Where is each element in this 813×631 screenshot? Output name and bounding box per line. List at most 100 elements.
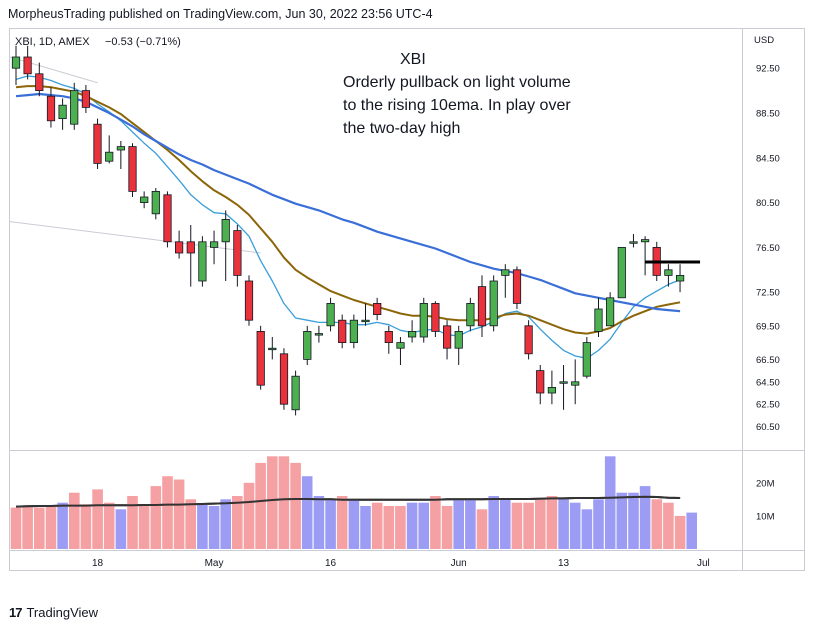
candle — [489, 275, 498, 332]
volume-bar — [185, 499, 196, 549]
candle-body — [373, 302, 382, 315]
volume-bar — [558, 499, 569, 549]
candle — [664, 264, 673, 287]
volume-bar — [360, 506, 371, 549]
candle — [594, 297, 603, 337]
candle — [291, 370, 300, 416]
candle — [221, 210, 230, 281]
volume-bar — [301, 476, 313, 549]
volume-bar — [663, 502, 674, 549]
volume-bar — [10, 507, 22, 549]
volume-bar — [476, 509, 488, 549]
volume-bar — [604, 456, 616, 549]
volume-bar — [127, 496, 138, 549]
candle — [326, 297, 335, 332]
tradingview-logo-icon: 17 — [9, 605, 23, 620]
candle — [244, 275, 254, 326]
candle — [536, 365, 545, 405]
volume-bar — [197, 504, 208, 549]
candle — [233, 225, 242, 287]
candle-body — [361, 319, 370, 323]
candle-body — [419, 302, 428, 338]
volume-bar — [162, 476, 173, 549]
candle-body — [221, 218, 230, 243]
volume-bar — [581, 509, 593, 549]
volume-bar — [418, 502, 429, 549]
candle-body — [571, 381, 580, 386]
candle-body — [140, 196, 149, 203]
candle-body — [209, 241, 219, 248]
candle-body — [198, 241, 207, 282]
candle — [384, 325, 393, 354]
price-tick-label: 88.50 — [756, 109, 780, 120]
candle — [209, 230, 219, 265]
volume-bar — [593, 499, 604, 549]
annotation-line: Orderly pullback on light volume — [343, 74, 571, 91]
candle-body — [93, 123, 102, 164]
candle — [35, 62, 44, 97]
chart-svg[interactable]: USD 92.50 88.50 84.50 80.50 76.50 72.50 69.50 66… — [9, 29, 804, 570]
candle-body — [233, 230, 242, 276]
price-tick-label: 76.50 — [756, 243, 780, 254]
annotation-line: to the rising 10ema. In play over — [343, 97, 571, 114]
volume-bar — [371, 502, 383, 549]
candle-body — [244, 280, 254, 321]
volume-bar — [569, 502, 581, 549]
candle — [256, 325, 265, 390]
change-legend: −0.53 (−0.71%) — [105, 36, 181, 48]
candle — [606, 292, 615, 327]
candle — [314, 325, 324, 343]
annotation-line: the two-day high — [343, 120, 460, 137]
candle-body — [396, 342, 405, 349]
candle-body — [174, 241, 184, 254]
volume-bar — [45, 506, 57, 549]
candle — [454, 325, 463, 365]
time-tick-label: 13 — [558, 558, 570, 569]
candle-body — [338, 319, 347, 344]
volume-bar — [290, 462, 301, 549]
volume-bar — [511, 502, 523, 549]
candle — [46, 87, 56, 128]
price-tick-label: 84.50 — [756, 153, 780, 164]
candle — [303, 325, 312, 365]
candle-body — [536, 370, 545, 394]
volume-ma-line — [15, 495, 681, 508]
volume-bar — [69, 492, 80, 549]
annotation-title: XBI — [400, 51, 426, 68]
candle-body — [163, 194, 172, 243]
candle — [617, 246, 626, 299]
candle-body — [81, 90, 90, 108]
chart-frame: USD 92.50 88.50 84.50 80.50 76.50 72.50 69.50 66… — [9, 28, 805, 571]
time-tick-label: Jun — [451, 558, 467, 569]
candle — [547, 370, 557, 405]
candle — [268, 337, 277, 360]
volume-bar — [441, 506, 453, 549]
currency-label: USD — [754, 35, 774, 46]
candle-body — [629, 241, 638, 244]
candle — [198, 236, 207, 287]
volume-bar — [336, 496, 348, 549]
candle-body — [268, 347, 277, 351]
candle — [501, 264, 510, 298]
candle-body — [384, 330, 393, 343]
candle — [11, 45, 21, 85]
volume-bar — [150, 486, 162, 549]
volume-bar — [278, 456, 290, 549]
candle-body — [606, 297, 615, 327]
candle — [512, 266, 522, 309]
candle — [151, 188, 160, 220]
volume-bar — [453, 499, 464, 549]
volume-bar — [395, 506, 406, 549]
volume-bar — [34, 507, 45, 549]
candle-body — [524, 325, 533, 355]
candle-body — [70, 90, 79, 125]
volume-bar — [325, 499, 336, 549]
volume-bar — [523, 502, 534, 549]
candle-body — [303, 330, 312, 360]
volume-bar — [255, 462, 266, 549]
price-tick-label: 60.50 — [756, 422, 780, 433]
candle-body — [617, 246, 626, 299]
candle — [81, 85, 90, 113]
candle — [338, 314, 347, 349]
trendline-mid — [9, 221, 261, 254]
